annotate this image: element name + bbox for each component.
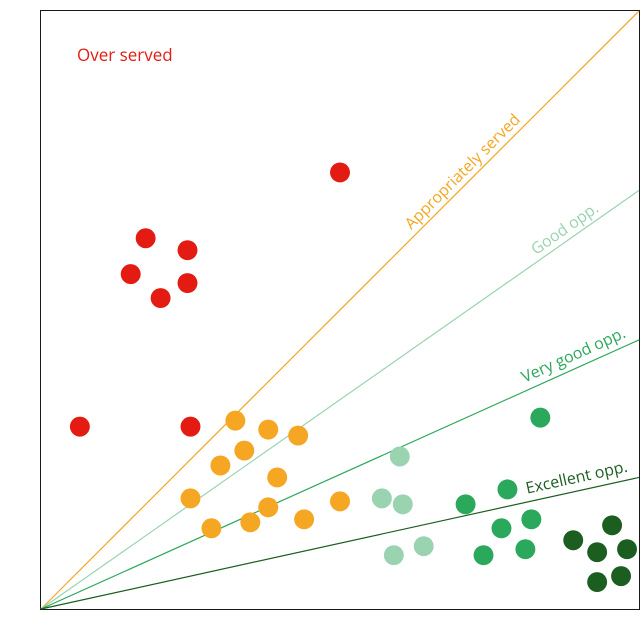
dot-over-served [178,273,198,293]
zone-label-appropriate: Appropriately served [399,108,524,233]
dot-very-good-opp [491,518,511,538]
dot-appropriate-served [330,491,350,511]
opportunity-chart: Appropriately servedGood opp. Very good o… [0,0,644,638]
dot-appropriate-served [234,441,254,461]
dot-over-served [70,417,90,437]
dot-excellent-opp [611,566,631,586]
dot-good-opp [384,545,404,565]
zone-label-very: Very good opp. [518,321,629,387]
dot-good-opp [393,494,413,514]
dot-good-opp [372,488,392,508]
dot-over-served [121,264,141,284]
zone-label-over: Over served [77,43,173,66]
dot-appropriate-served [267,467,287,487]
dot-over-served [136,228,156,248]
dot-good-opp [390,447,410,467]
dot-very-good-opp [497,479,517,499]
dot-appropriate-served [258,420,278,440]
dot-very-good-opp [474,545,494,565]
dot-appropriate-served [288,426,308,446]
dot-over-served [151,288,171,308]
zone-line-good [41,190,639,609]
dot-over-served [181,417,201,437]
dot-excellent-opp [563,530,583,550]
dot-excellent-opp [587,542,607,562]
dot-appropriate-served [210,456,230,476]
dot-very-good-opp [515,539,535,559]
dot-very-good-opp [456,494,476,514]
zone-line-appropriate [41,11,639,609]
plot-area: Appropriately servedGood opp. Very good o… [40,10,640,610]
dot-appropriate-served [240,512,260,532]
dot-excellent-opp [602,515,622,535]
dot-appropriate-served [225,411,245,431]
zone-label-good: Good opp. [526,197,602,260]
dot-appropriate-served [201,518,221,538]
dot-excellent-opp [617,539,637,559]
dot-appropriate-served [294,509,314,529]
dot-good-opp [414,536,434,556]
dot-very-good-opp [521,509,541,529]
zone-label-excellent: Excellent opp. [523,455,629,499]
dot-over-served [330,162,350,182]
dot-appropriate-served [181,488,201,508]
dot-very-good-opp [530,408,550,428]
dot-over-served [178,240,198,260]
dot-excellent-opp [587,572,607,592]
plot-svg: Appropriately servedGood opp. Very good o… [41,11,639,609]
dot-appropriate-served [258,497,278,517]
